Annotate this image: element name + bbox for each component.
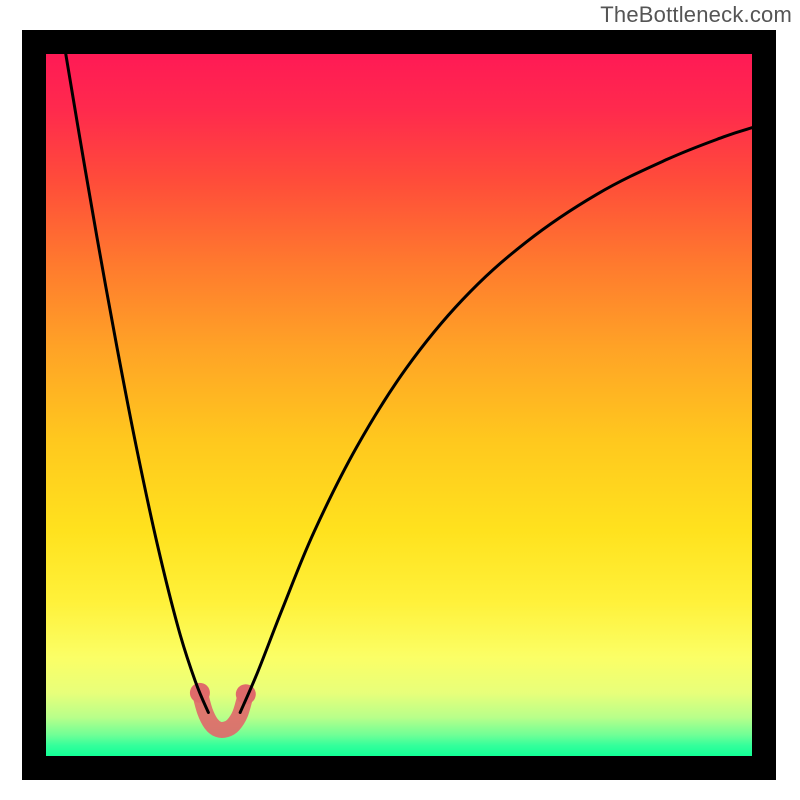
chart-stage: TheBottleneck.com xyxy=(0,0,800,800)
watermark-text: TheBottleneck.com xyxy=(600,2,792,28)
curve-left xyxy=(66,54,209,712)
curve-right xyxy=(240,128,752,713)
bottleneck-curve xyxy=(46,54,752,756)
chart-frame xyxy=(22,30,776,780)
